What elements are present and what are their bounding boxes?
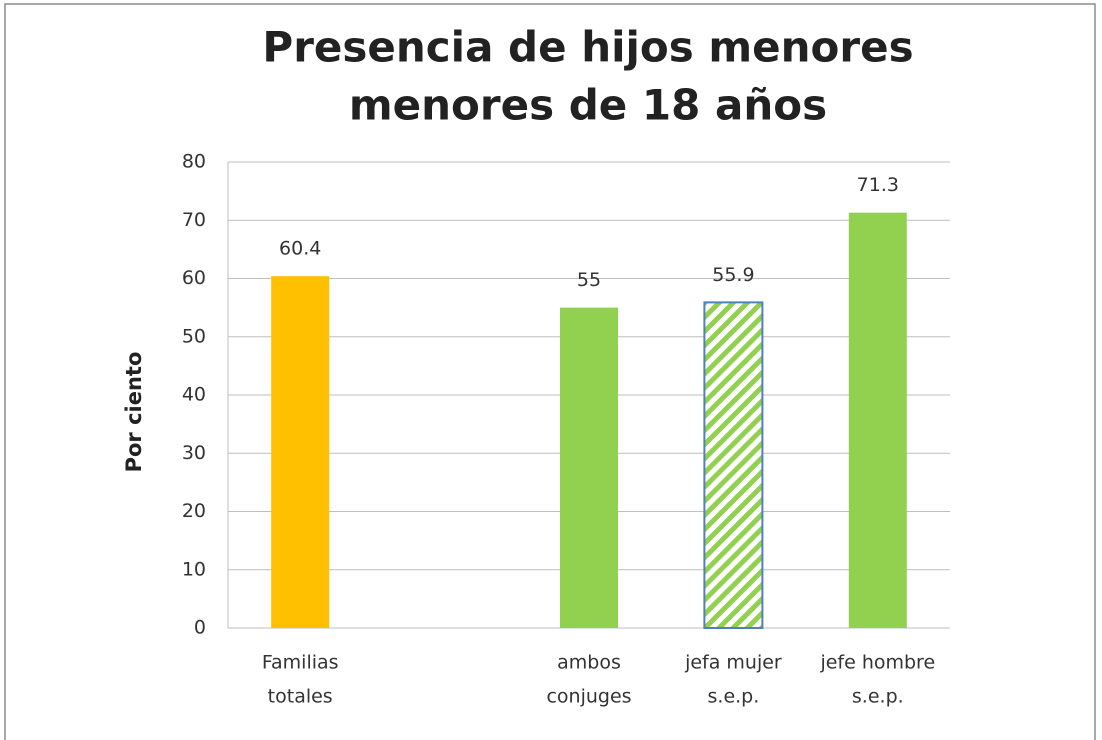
y-tick-label: 30 [182, 442, 206, 464]
x-tick-label: s.e.p. [852, 686, 904, 708]
bar [848, 212, 907, 629]
data-label: 55 [577, 269, 601, 291]
x-tick-label: totales [268, 686, 333, 708]
x-tick-label: conjuges [546, 686, 631, 708]
data-label: 71.3 [857, 174, 899, 196]
chart-title: menores de 18 años [349, 81, 827, 130]
x-tick-label: jefe hombre [819, 652, 935, 674]
x-tick-label: jefa mujer [684, 652, 782, 674]
y-tick-label: 0 [194, 617, 206, 639]
x-tick-label: s.e.p. [708, 686, 760, 708]
bar [271, 276, 330, 628]
y-tick-label: 70 [182, 209, 206, 231]
y-tick-label: 50 [182, 325, 206, 347]
chart-border [4, 3, 1096, 740]
x-tick-label: ambos [557, 652, 621, 674]
y-axis-label: Por ciento [122, 352, 146, 473]
y-tick-label: 40 [182, 384, 206, 406]
chart-title: Presencia de hijos menores [262, 23, 913, 72]
data-label: 55.9 [712, 264, 754, 286]
data-label: 60.4 [279, 238, 321, 260]
y-tick-label: 10 [182, 558, 206, 580]
y-tick-label: 80 [182, 151, 206, 173]
bar [703, 301, 764, 629]
y-tick-label: 20 [182, 500, 206, 522]
bar [560, 307, 618, 628]
y-tick-label: 60 [182, 267, 206, 289]
x-tick-label: Familias [262, 652, 339, 674]
